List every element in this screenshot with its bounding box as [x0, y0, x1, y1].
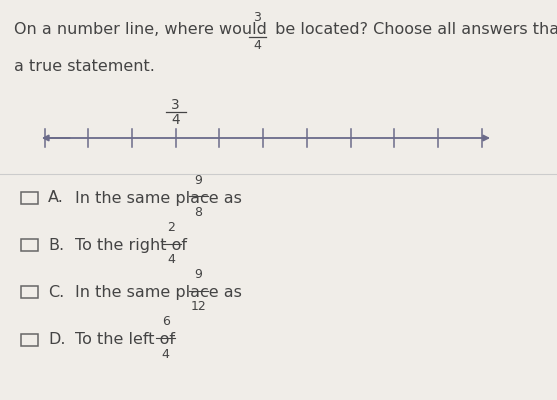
Text: 9: 9	[194, 268, 202, 281]
Text: D.: D.	[48, 332, 65, 347]
Text: 6: 6	[162, 315, 170, 328]
Text: B.: B.	[48, 238, 64, 253]
Text: A.: A.	[48, 190, 64, 206]
Text: In the same place as: In the same place as	[75, 190, 247, 206]
Text: 4: 4	[167, 253, 175, 266]
Text: C.: C.	[48, 285, 64, 300]
Text: On a number line, where would: On a number line, where would	[14, 22, 272, 37]
Text: 3: 3	[172, 98, 180, 112]
Text: be located? Choose all answers that make: be located? Choose all answers that make	[270, 22, 557, 37]
Text: 3: 3	[253, 11, 261, 24]
Text: 9: 9	[194, 174, 202, 187]
Text: 4: 4	[172, 113, 180, 127]
Text: a true statement.: a true statement.	[14, 59, 155, 74]
Text: To the right of: To the right of	[75, 238, 192, 253]
Text: 12: 12	[190, 300, 206, 314]
Text: 4: 4	[162, 348, 170, 361]
Text: In the same place as: In the same place as	[75, 285, 247, 300]
Text: 2: 2	[167, 221, 175, 234]
Text: 4: 4	[253, 39, 261, 52]
Text: To the left of: To the left of	[75, 332, 180, 347]
Text: 8: 8	[194, 206, 202, 219]
